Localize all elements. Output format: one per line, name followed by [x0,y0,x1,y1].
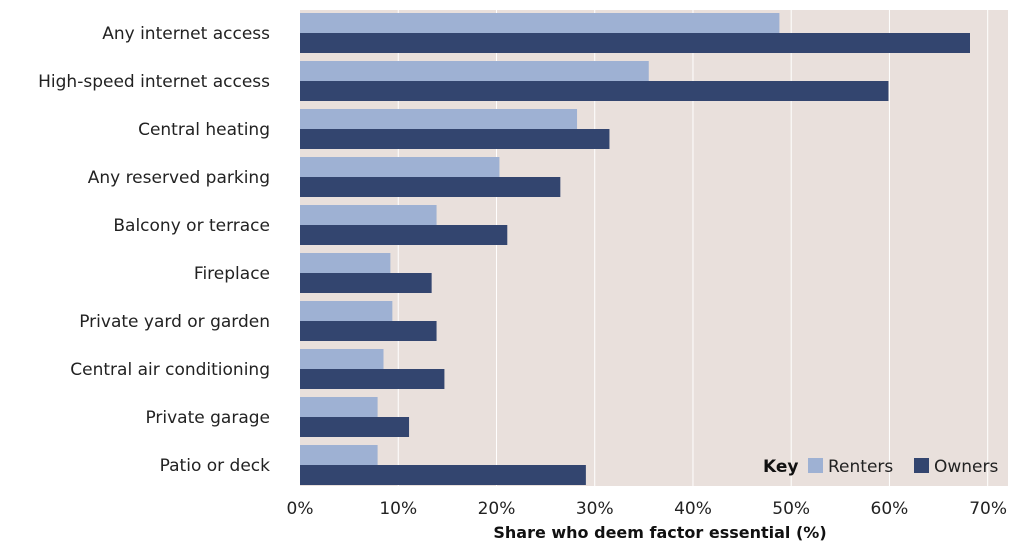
category-label: Private garage [145,408,270,428]
bar-owners-6 [300,321,437,341]
bar-owners-7 [300,369,445,389]
bar-renters-6 [300,301,393,321]
x-tick-label: 70% [969,499,1007,519]
category-label: Central heating [138,120,270,140]
bar-renters-4 [300,205,437,225]
bar-owners-0 [300,33,970,53]
bar-owners-9 [300,465,586,485]
category-label: Any internet access [102,24,270,44]
x-tick-label: 20% [478,499,516,519]
x-tick-label: 50% [772,499,810,519]
bar-owners-5 [300,273,432,293]
category-label: Private yard or garden [79,312,270,332]
bar-renters-9 [300,445,378,465]
category-label: Patio or deck [160,456,270,476]
bar-renters-0 [300,13,780,33]
x-tick-label: 10% [379,499,417,519]
bar-renters-8 [300,397,378,417]
category-label: Balcony or terrace [113,216,270,236]
bar-renters-2 [300,109,578,129]
bar-renters-7 [300,349,384,369]
bars [300,13,970,485]
legend-label-owners: Owners [934,457,999,477]
category-label: Any reserved parking [88,168,270,188]
x-axis-title: Share who deem factor essential (%) [493,523,826,542]
bar-owners-1 [300,81,889,101]
category-label: Central air conditioning [70,360,270,380]
x-tick-label: 30% [576,499,614,519]
bar-owners-4 [300,225,508,245]
bar-owners-2 [300,129,610,149]
category-label: High-speed internet access [38,72,270,92]
legend-label-renters: Renters [828,457,893,477]
bar-renters-3 [300,157,500,177]
category-labels: Any internet access High-speed internet a… [38,24,270,476]
x-tick-label: 60% [871,499,909,519]
x-tick-label: 40% [674,499,712,519]
legend-swatch-renters [808,458,823,473]
x-tick-labels: 0% 10% 20% 30% 40% 50% 60% 70% [287,499,1007,519]
bar-renters-5 [300,253,391,273]
legend-title: Key [763,457,799,477]
bar-owners-8 [300,417,410,437]
x-tick-label: 0% [287,499,314,519]
bar-renters-1 [300,61,649,81]
category-label: Fireplace [194,264,270,284]
legend-swatch-owners [914,458,929,473]
legend: Key Renters Owners [763,457,999,477]
bar-owners-3 [300,177,561,197]
